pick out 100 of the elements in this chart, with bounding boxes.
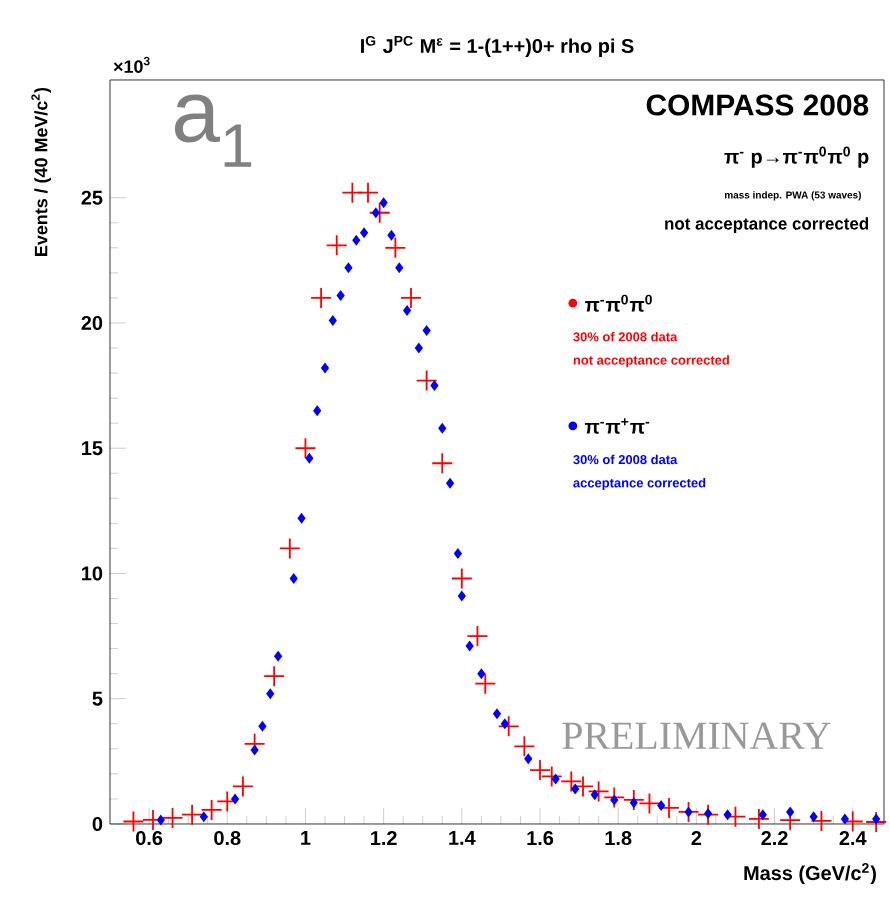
point (438, 423, 447, 434)
point (677, 801, 700, 823)
point (368, 201, 391, 224)
point (697, 803, 719, 826)
point (357, 181, 379, 204)
point (571, 784, 580, 794)
point (216, 790, 239, 813)
point (325, 234, 348, 257)
point (231, 794, 239, 804)
point (622, 789, 645, 811)
point (305, 453, 314, 464)
point (344, 262, 353, 273)
point (400, 287, 422, 309)
point (704, 808, 712, 819)
point (786, 807, 795, 817)
legend-label: π$^{-}$π$^{+}$π$^{-}$ (584, 418, 650, 434)
point (415, 369, 438, 392)
point (865, 811, 888, 833)
point (250, 745, 259, 755)
point (810, 810, 833, 832)
y-tick-label: 20 (81, 315, 103, 331)
point (297, 513, 306, 524)
point (379, 197, 388, 208)
x-tick-label: 1.8 (605, 831, 632, 846)
point (638, 792, 661, 815)
point (387, 230, 396, 241)
point (465, 641, 474, 652)
point (266, 688, 275, 699)
point (809, 811, 818, 822)
point (446, 478, 454, 489)
point (466, 625, 489, 647)
y-tick-label: 15 (82, 441, 103, 456)
x-tick-label: 1.4 (449, 831, 476, 845)
text: ×10$^{3}$ (113, 56, 150, 73)
point (371, 207, 380, 218)
x-tick-label: 1.6 (527, 831, 554, 846)
point (758, 809, 767, 820)
x-tick-label: 0.6 (136, 831, 163, 846)
point (684, 807, 693, 817)
point (161, 807, 184, 829)
x-tick-label: 2.2 (761, 831, 788, 845)
annotation: COMPASS 2008 (646, 94, 869, 116)
point (352, 235, 361, 246)
point (457, 591, 466, 601)
y-tick-label: 0 (92, 816, 103, 832)
point (274, 651, 282, 662)
point (748, 808, 770, 830)
annotation: not acceptance corrected (665, 217, 869, 233)
legend-label: π$^{-}$π$^{0}$π$^{0}$ (584, 294, 652, 312)
y-tick-label: 25 (81, 190, 103, 205)
point (232, 775, 254, 798)
point (313, 405, 322, 416)
point (336, 290, 345, 301)
y-tick-label: 5 (92, 691, 103, 706)
point (289, 573, 298, 584)
point (181, 803, 203, 826)
point (431, 452, 454, 475)
point (524, 753, 533, 764)
point (500, 718, 509, 729)
point (477, 668, 486, 679)
point (258, 721, 267, 732)
x-tick-label: 0.8 (214, 831, 241, 846)
point (454, 548, 462, 559)
annotation: PRELIMINARY (562, 722, 831, 749)
point (200, 799, 223, 821)
point (724, 805, 747, 828)
x-tick-label: 1 (301, 831, 311, 845)
point (590, 789, 599, 800)
point (328, 315, 337, 326)
point (513, 735, 536, 758)
y-axis-title: Events / (40 MeV/c$^{2}$) (31, 87, 51, 256)
point (395, 262, 404, 273)
x-tick-label: 2.4 (839, 831, 867, 845)
point (841, 814, 849, 824)
point (723, 809, 732, 820)
point (278, 537, 301, 560)
point (263, 665, 286, 688)
point (430, 380, 439, 391)
point (360, 227, 368, 238)
point (450, 567, 473, 590)
point (414, 343, 423, 353)
point (122, 810, 145, 833)
chart-title: I$^{G}$ J$^{PC}$ M$^{ε}$ = 1-(1++)0+ rho pi S (361, 35, 634, 57)
point (403, 305, 411, 316)
point (294, 437, 317, 460)
point (422, 325, 431, 336)
point (551, 773, 560, 784)
point (199, 811, 208, 822)
text: π$^{-}$ p→π$^{-}$π$^{0}$π$^{0}$ p (724, 146, 869, 168)
annotation: a$_{1}$ (174, 94, 252, 167)
point (629, 797, 638, 808)
point (156, 815, 165, 825)
point (310, 287, 332, 309)
x-tick-label: 2 (691, 831, 702, 845)
point (474, 672, 497, 695)
point (657, 800, 666, 811)
x-tick-label: 1.2 (371, 831, 397, 845)
y-tick-label: 10 (82, 566, 103, 581)
point (603, 786, 626, 809)
point (384, 236, 407, 259)
